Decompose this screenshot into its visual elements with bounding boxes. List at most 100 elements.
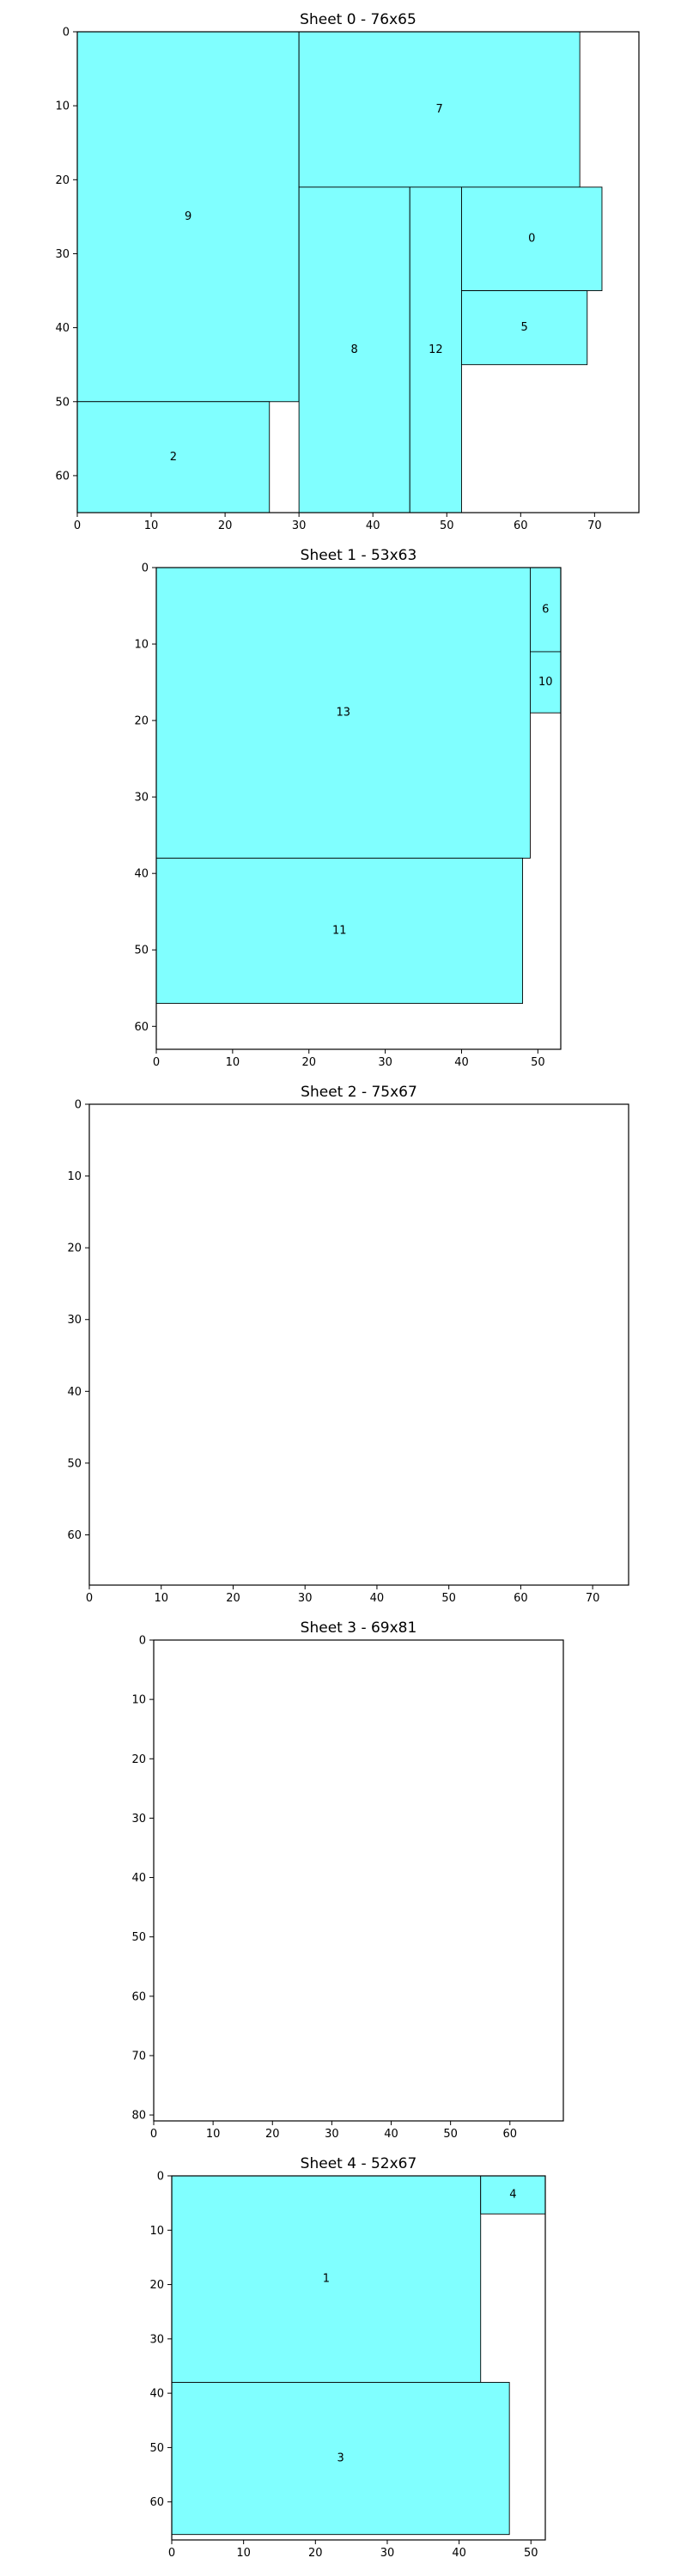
x-tick-label: 70 [586, 1592, 600, 1605]
piece-label-12: 12 [429, 343, 443, 356]
y-tick-label: 0 [142, 562, 149, 575]
x-tick-label: 30 [325, 2128, 339, 2141]
piece-label-0: 0 [528, 233, 535, 246]
y-tick-label: 60 [149, 2496, 164, 2509]
y-tick-label: 60 [55, 470, 70, 483]
axes-frame [171, 2175, 546, 2541]
x-tick-label: 10 [236, 2547, 251, 2560]
x-tick-label: 40 [384, 2128, 398, 2141]
y-tick-label: 10 [55, 100, 70, 113]
y-tick-label: 20 [55, 174, 70, 187]
x-tick-label: 40 [454, 1056, 469, 1069]
y-tick-label: 30 [67, 1314, 82, 1327]
y-tick-label: 80 [131, 2110, 146, 2123]
piece-rect-3 [171, 2382, 510, 2536]
x-tick-label: 50 [531, 1056, 545, 1069]
y-tick-label: 20 [131, 1753, 146, 1766]
x-tick-label: 30 [378, 1056, 392, 1069]
x-tick-label: 0 [74, 519, 81, 532]
piece-label-5: 5 [520, 321, 527, 334]
y-tick-label: 50 [55, 396, 70, 409]
piece-rect-2 [76, 401, 271, 513]
piece-rect-5 [461, 290, 588, 366]
piece-rect-8 [298, 186, 410, 513]
piece-rect-6 [530, 567, 562, 653]
x-tick-label: 20 [226, 1592, 240, 1605]
axes-frame [88, 1103, 629, 1586]
y-tick-label: 30 [149, 2333, 164, 2346]
y-tick-label: 10 [134, 639, 149, 652]
y-tick-label: 30 [134, 792, 149, 805]
sheet-panel-1: Sheet 1 - 53x63 13 6 10 11 0 10 20 30 40 50 0 10 20 30… [134, 547, 562, 1069]
x-tick-label: 30 [380, 2547, 395, 2560]
piece-label-13: 13 [336, 707, 350, 720]
y-tick-label: 60 [134, 1021, 149, 1034]
y-tick-label: 10 [131, 1694, 146, 1707]
y-tick-label: 20 [149, 2279, 164, 2292]
y-tick-label: 30 [55, 248, 70, 261]
y-tick-label: 20 [134, 715, 149, 728]
x-tick-label: 40 [370, 1592, 385, 1605]
piece-rect-13 [155, 567, 531, 859]
piece-label-10: 10 [538, 676, 553, 689]
y-tick-label: 40 [55, 322, 70, 335]
piece-rect-1 [171, 2175, 482, 2383]
piece-rect-0 [461, 186, 603, 291]
y-tick-label: 50 [67, 1457, 82, 1470]
x-tick-label: 50 [524, 2547, 538, 2560]
piece-rect-9 [76, 31, 300, 403]
piece-label-11: 11 [332, 924, 347, 937]
x-tick-label: 0 [150, 2128, 157, 2141]
sheet-title: Sheet 0 - 76x65 [300, 11, 416, 28]
axes-frame [76, 31, 640, 513]
piece-rect-10 [530, 651, 562, 714]
y-tick-label: 50 [131, 1931, 146, 1944]
piece-label-7: 7 [436, 103, 443, 116]
axes-frame [155, 567, 562, 1050]
y-tick-label: 20 [67, 1242, 82, 1255]
x-tick-label: 10 [206, 2128, 221, 2141]
x-tick-label: 10 [226, 1056, 240, 1069]
sheet-panel-2: Sheet 2 - 75x67 0 10 20 30 40 50 60 70 0 10 20 30 40 5… [67, 1084, 629, 1605]
piece-rect-4 [480, 2175, 546, 2215]
x-tick-label: 0 [86, 1592, 93, 1605]
y-tick-label: 10 [67, 1170, 82, 1183]
piece-label-4: 4 [509, 2189, 516, 2202]
sheet-title: Sheet 3 - 69x81 [301, 1619, 417, 1637]
x-tick-label: 50 [441, 1592, 456, 1605]
x-tick-label: 20 [265, 2128, 280, 2141]
sheet-title: Sheet 1 - 53x63 [301, 547, 417, 564]
y-tick-label: 40 [134, 868, 149, 881]
x-tick-label: 30 [292, 519, 307, 532]
piece-label-9: 9 [185, 210, 192, 223]
y-tick-label: 40 [149, 2388, 164, 2401]
y-tick-label: 50 [149, 2442, 164, 2455]
x-tick-label: 50 [443, 2128, 458, 2141]
x-tick-label: 60 [503, 2128, 518, 2141]
axes-frame [153, 1639, 564, 2122]
piece-label-1: 1 [323, 2273, 330, 2286]
sheet-title: Sheet 4 - 52x67 [301, 2155, 417, 2172]
sheet-panel-3: Sheet 3 - 69x81 0 10 20 30 40 50 60 0 10 20 30 40 50 6… [131, 1619, 564, 2141]
x-tick-label: 50 [440, 519, 454, 532]
x-tick-label: 40 [452, 2547, 466, 2560]
y-tick-label: 60 [67, 1529, 82, 1542]
y-tick-label: 70 [131, 2050, 146, 2063]
x-tick-label: 10 [144, 519, 159, 532]
y-tick-label: 30 [131, 1813, 146, 1826]
x-tick-label: 20 [218, 519, 233, 532]
x-tick-label: 0 [153, 1056, 160, 1069]
y-tick-label: 50 [134, 945, 149, 957]
y-tick-label: 60 [131, 1990, 146, 2003]
piece-rect-12 [409, 186, 462, 513]
y-tick-label: 40 [131, 1872, 146, 1885]
y-tick-label: 10 [149, 2225, 164, 2238]
piece-rect-11 [155, 857, 524, 1005]
x-tick-label: 30 [298, 1592, 313, 1605]
y-tick-label: 0 [139, 1635, 146, 1648]
piece-label-2: 2 [170, 451, 177, 464]
sheet-title: Sheet 2 - 75x67 [301, 1084, 417, 1101]
